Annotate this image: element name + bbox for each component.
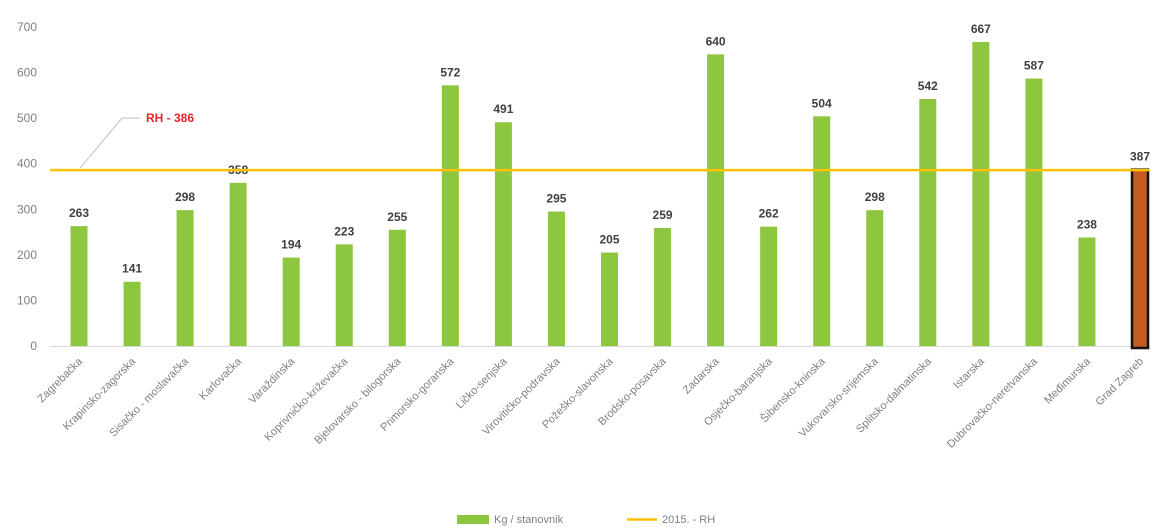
category-label: Dubrovačko-neretvanska [945,355,1041,451]
bar [1078,237,1096,346]
bar [919,99,937,346]
data-label: 259 [653,208,673,222]
category-label: Međimurska [1042,355,1093,406]
category-label: Ličko-senjska [454,355,510,411]
bar [813,116,831,346]
data-label: 298 [865,190,885,204]
bar [123,281,141,346]
reference-callout-line [79,117,140,169]
data-label: 255 [387,210,407,224]
bar [1025,78,1043,346]
legend-swatch-bars [457,515,489,524]
legend-label-line: 2015. - RH [662,514,715,526]
data-label: 295 [546,192,566,206]
legend: Kg / stanovnik 2015. - RH [457,514,715,526]
bar [972,42,990,346]
bar [494,122,512,346]
bar [654,227,672,346]
bar [547,211,565,346]
category-label: Grad Zagreb [1094,356,1147,409]
bar [707,54,725,346]
category-label: Zadarska [681,355,723,397]
data-label: 194 [281,238,301,252]
data-label: 298 [175,190,195,204]
bar [335,244,353,346]
bar [176,210,194,346]
category-label: Bjelovarsko - bilogorska [312,355,404,447]
data-label: 223 [334,224,354,238]
y-axis: 0 100 200 300 400 500 600 700 [17,20,37,353]
y-tick-label: 500 [17,111,37,125]
data-label: 572 [440,65,460,79]
y-tick-label: 100 [17,293,37,307]
y-tick-label: 700 [17,20,37,34]
data-label: 587 [1024,58,1044,72]
category-label: Varaždinska [247,355,298,406]
bar [601,252,618,346]
y-tick-label: 400 [17,157,37,171]
bars [70,42,1150,350]
data-label: 263 [69,206,89,220]
y-tick-label: 600 [17,66,37,80]
data-labels: 2631412983581942232555724912952052596402… [69,22,1150,276]
data-label: 640 [706,34,726,48]
y-tick-label: 300 [17,202,37,216]
data-label: 542 [918,79,938,93]
bar [229,182,247,346]
bar [866,210,884,346]
category-label: Karlovačka [197,355,245,403]
data-label: 262 [759,207,779,221]
bar [760,226,778,346]
y-tick-label: 0 [30,339,37,353]
category-label: Istarska [951,355,987,391]
y-tick-label: 200 [17,248,37,262]
reference-line-group: RH - 386 [50,111,1150,172]
reference-label: RH - 386 [146,111,194,125]
data-label: 205 [599,233,619,247]
bar [441,85,459,347]
data-label: 141 [122,262,142,276]
bar [282,257,300,346]
bar [70,226,88,346]
legend-label-bars: Kg / stanovnik [494,514,564,526]
data-label: 504 [812,96,832,110]
data-label: 667 [971,22,991,36]
bar [388,229,406,346]
category-label: Zagrebačka [36,355,86,405]
data-label: 387 [1130,150,1150,164]
bar [1130,168,1150,350]
data-label: 238 [1077,218,1097,232]
data-label: 491 [493,102,513,116]
